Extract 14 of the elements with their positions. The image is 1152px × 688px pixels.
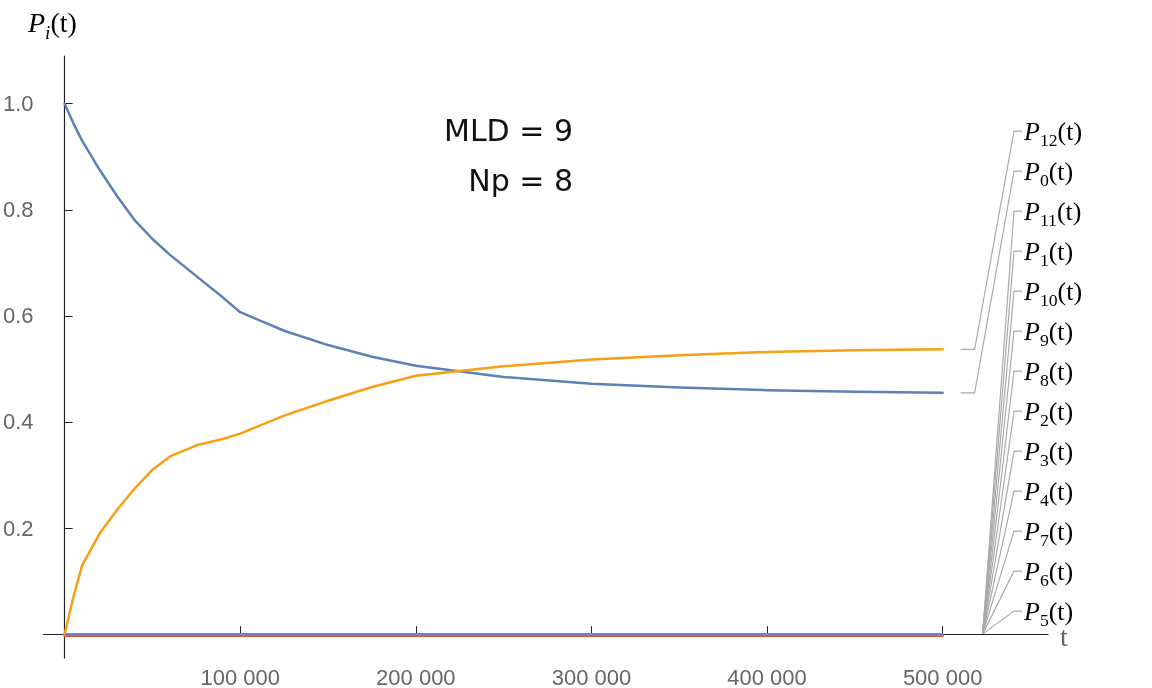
y-tick-label: 0.4 — [2, 409, 34, 435]
annotation: Np = 8 — [468, 162, 573, 198]
x-tick-label: 100 000 — [200, 664, 281, 688]
x-tick-label: 400 000 — [727, 664, 807, 688]
x-tick-label: 500 000 — [902, 664, 983, 688]
y-tick-label: 0.8 — [2, 197, 34, 223]
y-tick-label: 1.0 — [2, 91, 34, 117]
x-tick-label: 300 000 — [551, 664, 632, 688]
line-series — [63, 348, 944, 636]
line-series — [63, 102, 944, 395]
x-tick-label: 200 000 — [376, 664, 456, 688]
y-tick-label: 0.2 — [2, 515, 34, 541]
annotation: MLD = 9 — [444, 112, 573, 148]
y-tick-label: 0.6 — [2, 303, 34, 329]
